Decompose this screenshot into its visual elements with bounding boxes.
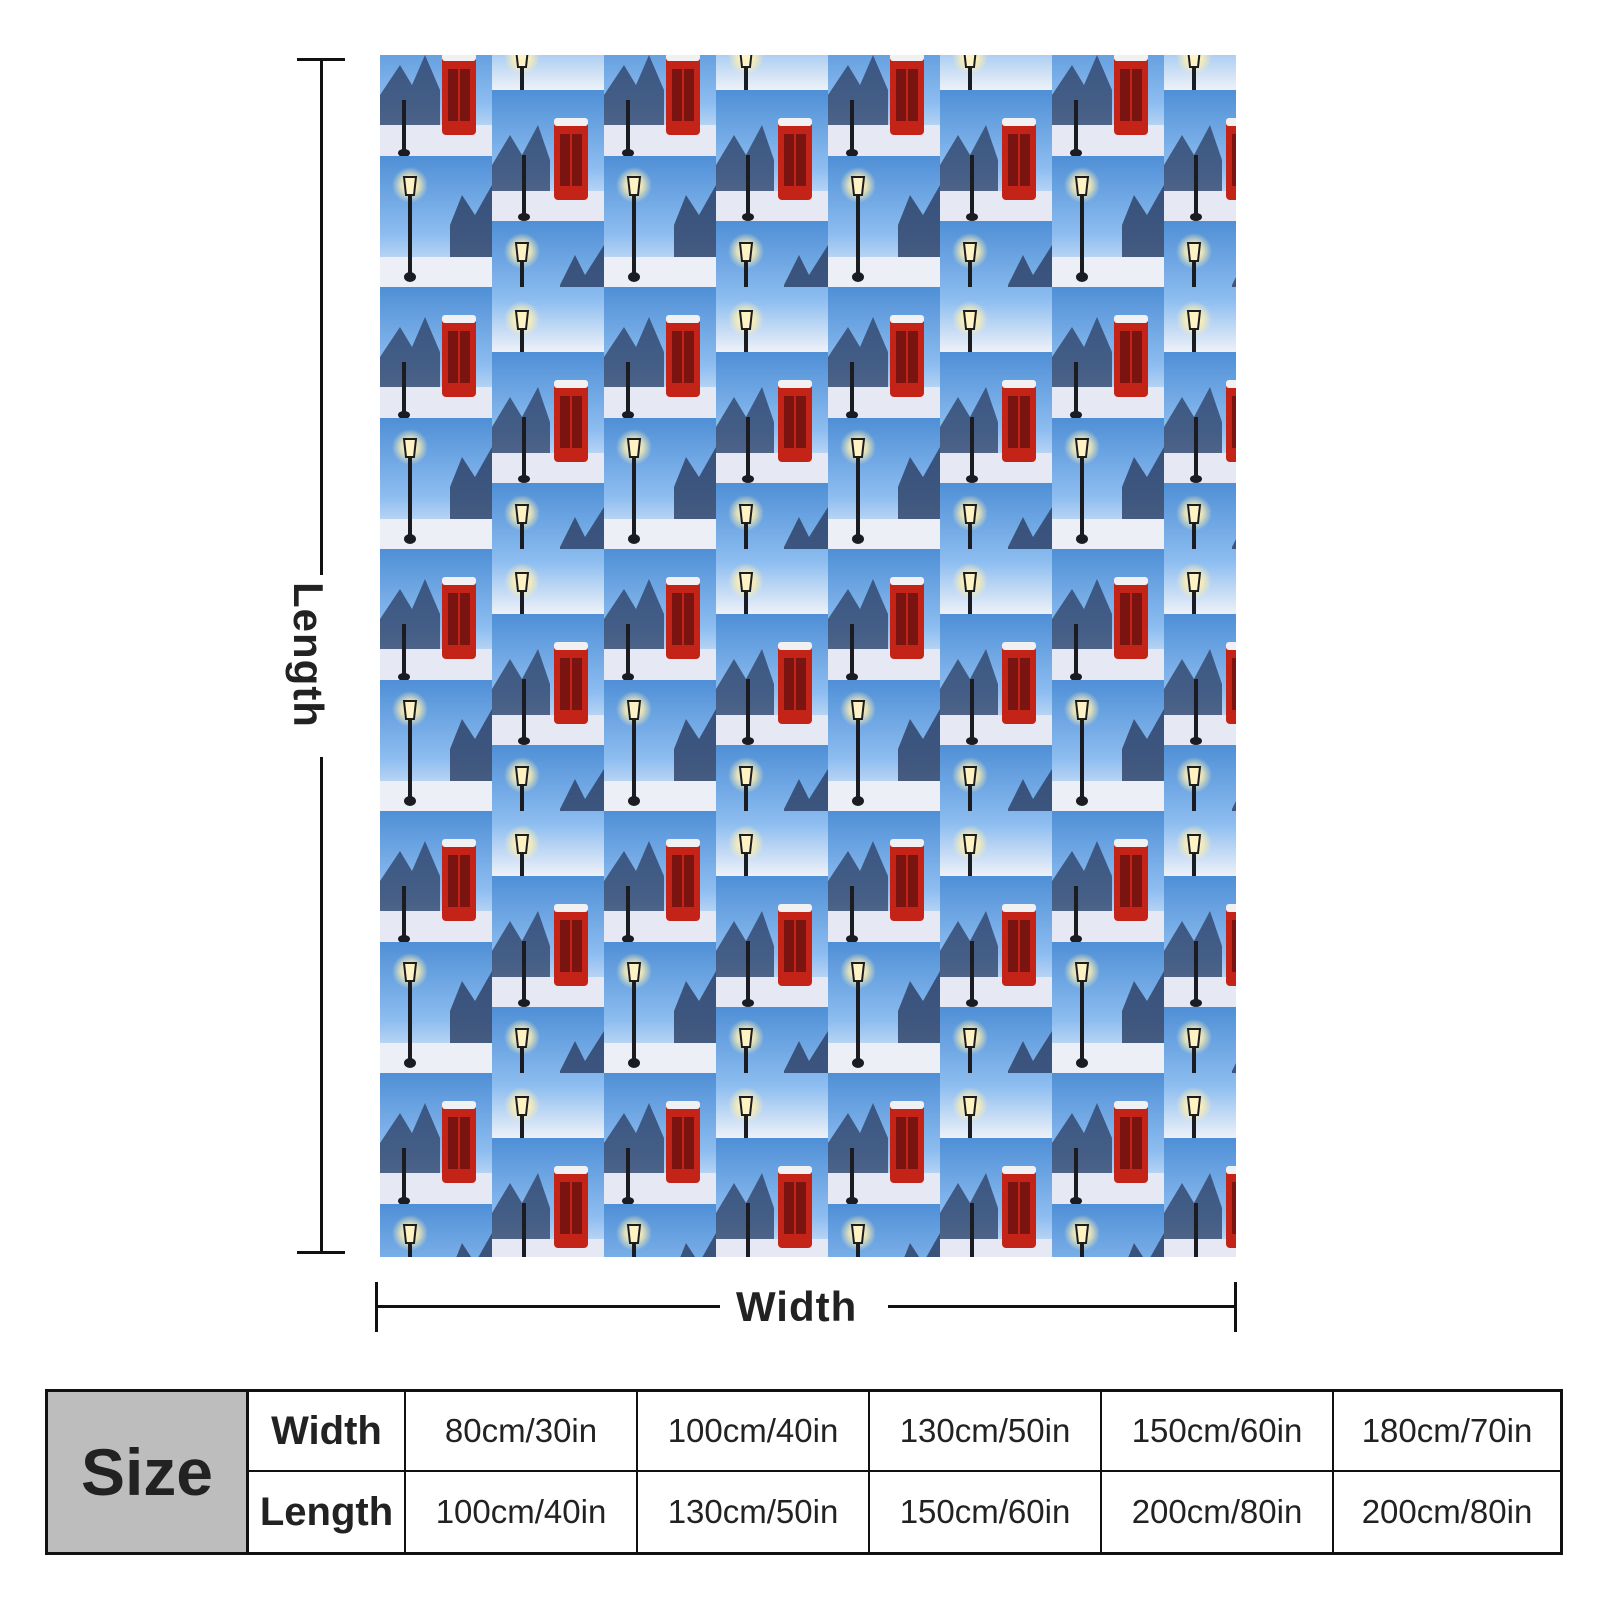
length-row-header: Length xyxy=(249,1472,406,1552)
length-label: Length xyxy=(285,582,332,728)
size-header-cell: Size xyxy=(48,1392,249,1552)
width-cell: 100cm/40in xyxy=(638,1392,870,1472)
width-right-tick xyxy=(1234,1282,1237,1332)
size-table: Size Width 80cm/30in 100cm/40in 130cm/50… xyxy=(45,1389,1563,1555)
width-cell: 180cm/70in xyxy=(1334,1392,1560,1472)
length-cell: 200cm/80in xyxy=(1102,1472,1334,1552)
width-cell: 130cm/50in xyxy=(870,1392,1102,1472)
width-line-left xyxy=(375,1305,720,1308)
length-line-upper xyxy=(320,58,323,575)
blanket-pattern-image xyxy=(380,55,1236,1257)
length-cell: 200cm/80in xyxy=(1361,1493,1533,1530)
width-cell: 80cm/30in xyxy=(406,1392,638,1472)
width-row-header: Width xyxy=(249,1392,406,1472)
length-cell: 130cm/50in xyxy=(638,1472,870,1552)
length-line-lower xyxy=(320,757,323,1253)
length-bottom-tick xyxy=(297,1251,345,1254)
width-label: Width xyxy=(736,1283,858,1330)
length-cell: 100cm/40in xyxy=(406,1472,638,1552)
length-cell: 150cm/60in xyxy=(870,1472,1102,1552)
width-line-right xyxy=(888,1305,1236,1308)
width-cell: 150cm/60in xyxy=(1102,1392,1334,1472)
